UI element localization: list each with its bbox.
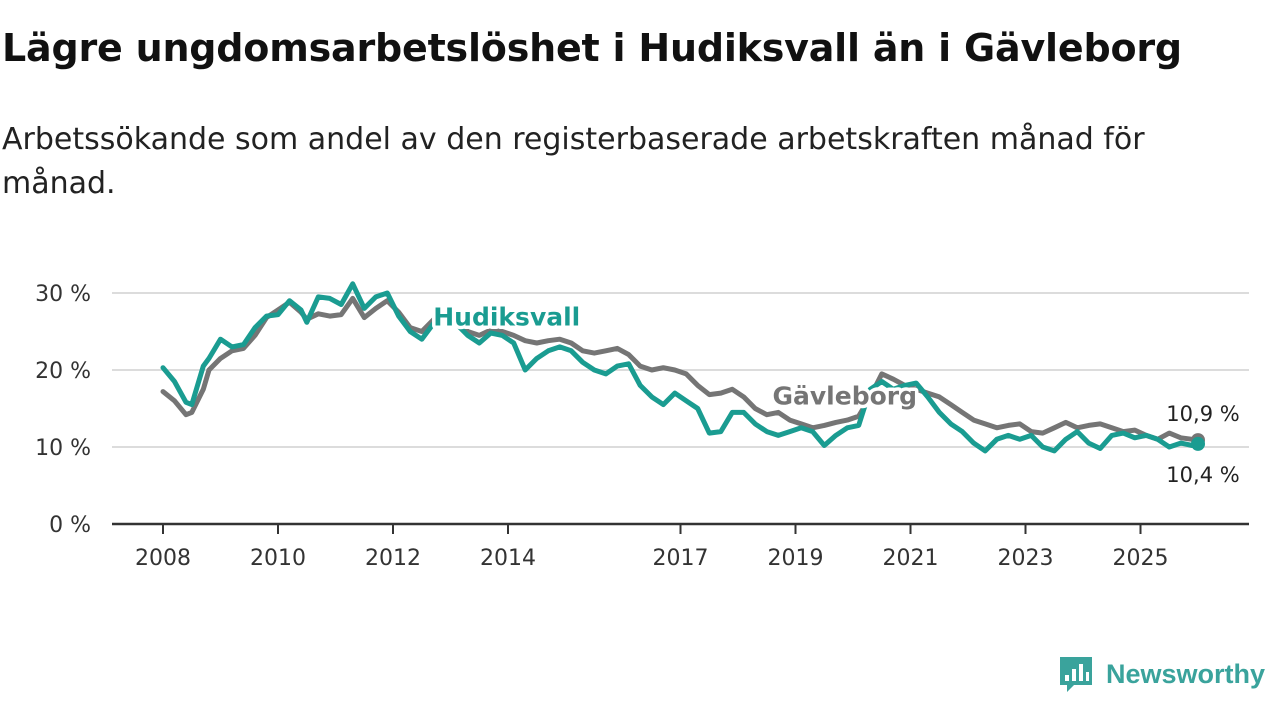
x-tick-label-2025: 2025 <box>1113 546 1169 571</box>
y-tick-label-20: 20 % <box>35 359 91 384</box>
x-tick-label-2008: 2008 <box>135 546 191 571</box>
y-tick-label-10: 10 % <box>35 436 91 461</box>
x-tick-label-2010: 2010 <box>250 546 306 571</box>
series-lines <box>160 281 1201 454</box>
x-tick-label-2023: 2023 <box>998 546 1054 571</box>
x-tick-label-2014: 2014 <box>480 546 536 571</box>
series-labels: Gävleborg Hudiksvall 10,9 % 10,4 % <box>430 299 1242 490</box>
series-label-hudiksvall: Hudiksvall <box>433 302 580 331</box>
brand-name: Newsworthy <box>1106 658 1266 689</box>
y-tick-label-0: 0 % <box>49 513 91 538</box>
series-line-hudiksvall <box>160 281 1201 454</box>
bar-chart-speech-bubble-icon <box>1060 657 1092 692</box>
end-value-label-hudiksvall: 10,4 % <box>1166 463 1239 487</box>
end-markers <box>1191 433 1205 451</box>
x-tick-label-2017: 2017 <box>653 546 709 571</box>
x-axis-ticks: 2008 2010 2012 2014 2017 2019 2021 2023 2025 <box>135 524 1169 571</box>
chart-subtitle: Arbetssökande som andel av den registerb… <box>2 122 1145 201</box>
newsworthy-logo[interactable]: Newsworthy <box>1058 654 1265 694</box>
y-tick-label-30: 30 % <box>35 282 91 307</box>
end-value-label-g-vleborg: 10,9 % <box>1166 402 1239 426</box>
x-tick-label-2019: 2019 <box>768 546 824 571</box>
end-point-hudiksvall <box>1191 436 1205 451</box>
series-line-g-vleborg <box>160 295 1201 443</box>
y-axis-tick-labels: 0 % 10 % 20 % 30 % <box>35 282 91 538</box>
series-label-g-vleborg: Gävleborg <box>773 382 918 411</box>
x-tick-label-2021: 2021 <box>883 546 939 571</box>
x-tick-label-2012: 2012 <box>365 546 421 571</box>
chart-title: Lägre ungdomsarbetslöshet i Hudiksvall ä… <box>2 26 1182 70</box>
